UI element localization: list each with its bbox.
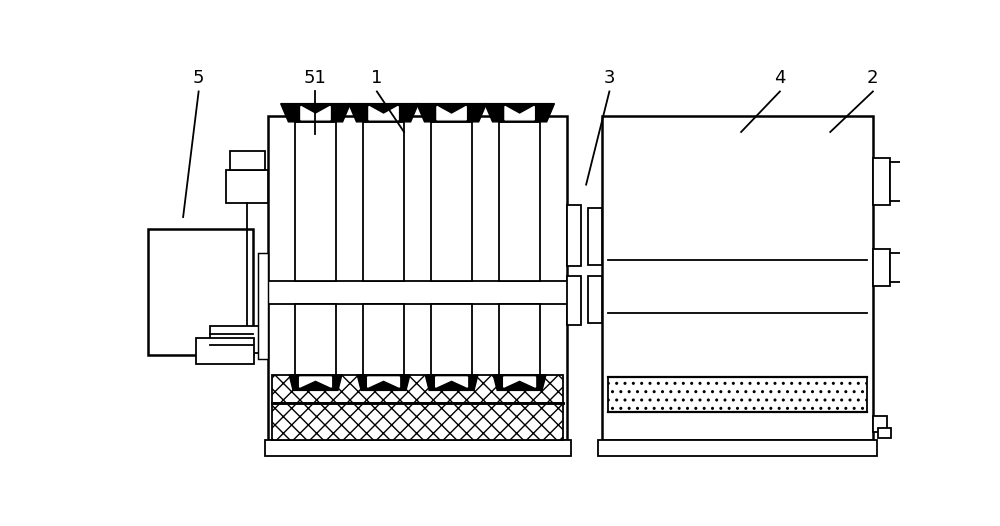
Text: 3: 3 [604, 69, 615, 87]
Text: 1: 1 [371, 69, 383, 87]
Bar [363, 304, 404, 375]
Polygon shape [357, 375, 410, 390]
Bar [567, 205, 581, 267]
Bar [602, 116, 873, 440]
Bar [226, 170, 268, 203]
Text: 5: 5 [193, 69, 204, 87]
Bar [264, 440, 571, 456]
Polygon shape [349, 104, 418, 122]
Bar [272, 375, 563, 402]
Bar [598, 440, 877, 456]
Bar [567, 276, 581, 325]
Polygon shape [417, 104, 486, 122]
Bar [878, 428, 891, 438]
Polygon shape [281, 104, 350, 122]
Bar [431, 304, 472, 375]
Bar [196, 338, 254, 364]
Bar [873, 158, 890, 205]
Bar [431, 122, 472, 281]
Bar [873, 249, 890, 286]
Polygon shape [485, 104, 554, 122]
Bar [588, 276, 602, 323]
Bar [873, 416, 887, 432]
Polygon shape [437, 106, 466, 120]
Bar [363, 122, 404, 281]
Polygon shape [301, 106, 330, 120]
Bar [608, 377, 867, 412]
Bar [148, 229, 253, 355]
Polygon shape [505, 106, 534, 120]
Polygon shape [504, 377, 535, 387]
Bar [261, 281, 574, 304]
Bar [258, 254, 268, 359]
Bar [890, 163, 907, 201]
Bar [295, 304, 336, 375]
Polygon shape [493, 375, 546, 390]
Polygon shape [289, 375, 342, 390]
Bar [588, 208, 602, 265]
Text: 2: 2 [867, 69, 879, 87]
Polygon shape [436, 377, 467, 387]
Bar [890, 254, 907, 282]
Bar [230, 151, 264, 170]
Text: 4: 4 [774, 69, 786, 87]
Polygon shape [425, 375, 478, 390]
Text: 51: 51 [303, 69, 326, 87]
Polygon shape [300, 377, 331, 387]
Bar [210, 326, 268, 353]
Polygon shape [368, 377, 399, 387]
Bar [295, 122, 336, 281]
Bar [272, 402, 563, 440]
Bar [268, 116, 567, 440]
Bar [499, 304, 540, 375]
Bar [499, 122, 540, 281]
Polygon shape [369, 106, 398, 120]
